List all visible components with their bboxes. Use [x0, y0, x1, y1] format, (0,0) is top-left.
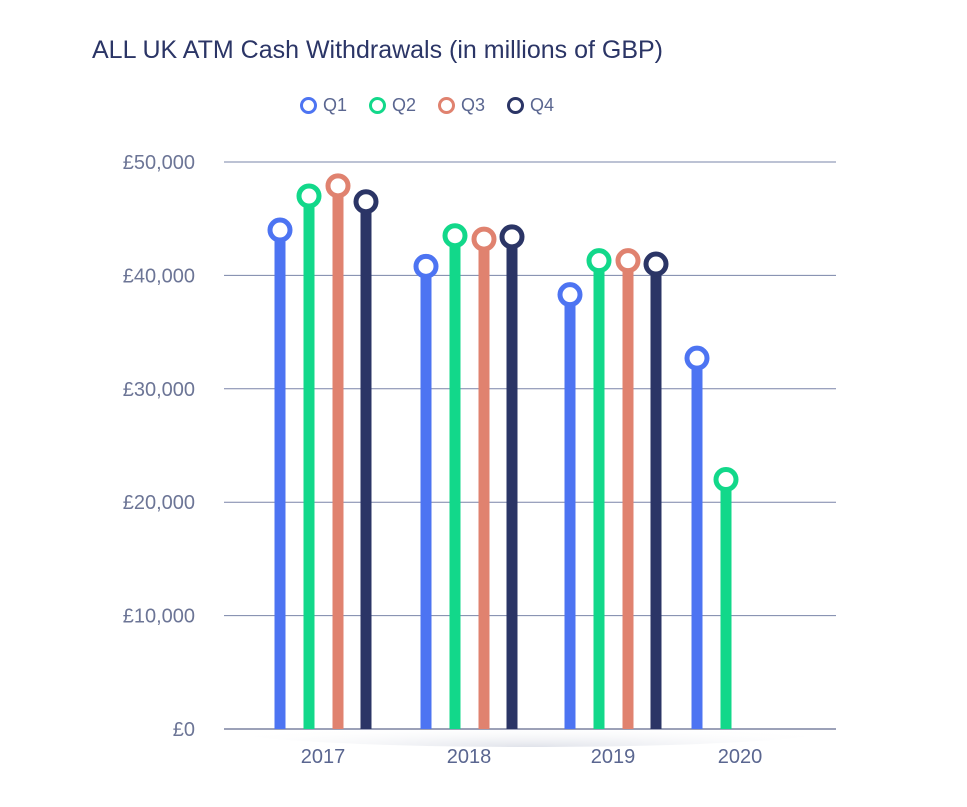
lollipop-stem-q3-2019: [622, 260, 634, 729]
x-tick-label: 2017: [301, 746, 346, 768]
lollipop-dot-q3-2019: [615, 248, 641, 274]
legend-swatch-q4: [507, 96, 525, 114]
lollipop-dot-q1-2018: [413, 253, 439, 279]
legend-swatch-q1: [300, 96, 317, 114]
lollipop-dot-q4-2019: [643, 251, 669, 277]
chart-title: ALL UK ATM Cash Withdrawals (in millions…: [92, 36, 663, 64]
lollipop-stem-q1-2019: [564, 294, 576, 729]
legend-item-q4[interactable]: Q4: [507, 95, 554, 116]
x-tick-label: 2019: [591, 746, 636, 768]
lollipop-stem-q2-2020: [720, 479, 732, 729]
lollipop-dot-q1-2019: [557, 282, 583, 308]
y-tick-label: £0: [173, 719, 195, 741]
legend-swatch-q2: [369, 96, 387, 114]
legend-swatch-q3: [438, 96, 456, 114]
lollipop-dot-q3-2017: [325, 173, 351, 199]
y-tick-label: £30,000: [123, 379, 195, 401]
legend-item-q1[interactable]: Q1: [300, 95, 347, 116]
y-tick-label: £50,000: [123, 152, 195, 174]
legend-label-q1: Q1: [323, 94, 348, 115]
lollipop-dot-q2-2019: [586, 248, 612, 274]
lollipop-dot-q1-2020: [684, 345, 710, 371]
x-tick-label: 2018: [447, 746, 492, 768]
lollipop-dot-q4-2017: [353, 189, 379, 215]
legend-item-q2[interactable]: Q2: [369, 95, 416, 116]
lollipop-dot-q1-2017: [267, 217, 293, 243]
lollipop-stem-q4-2019: [650, 264, 662, 729]
lollipop-stem-q2-2019: [593, 260, 605, 729]
y-tick-label: £20,000: [123, 492, 195, 514]
lollipop-stem-q2-2018: [449, 235, 461, 729]
y-tick-label: £40,000: [123, 265, 195, 287]
lollipop-dot-q2-2020: [713, 467, 739, 493]
lollipop-stem-q1-2017: [274, 230, 286, 730]
x-tick-label: 2020: [718, 746, 763, 768]
legend: Q1 Q2 Q3 Q4: [300, 92, 554, 118]
lollipop-dot-q2-2018: [442, 223, 468, 249]
legend-label-q2: Q2: [392, 94, 417, 115]
lollipop-stem-q2-2017: [303, 196, 315, 729]
lollipop-dot-q2-2017: [296, 183, 322, 209]
lollipop-stem-q1-2020: [691, 358, 703, 729]
lollipop-stem-q1-2018: [420, 266, 432, 729]
legend-label-q3: Q3: [461, 94, 486, 115]
lollipop-stem-q4-2017: [360, 201, 372, 729]
legend-item-q3[interactable]: Q3: [438, 95, 485, 116]
lollipop-stem-q3-2017: [332, 185, 344, 730]
lollipop-dot-q3-2018: [471, 226, 497, 252]
lollipop-dot-q4-2018: [499, 224, 525, 250]
lollipop-stem-q4-2018: [506, 236, 518, 729]
y-tick-label: £10,000: [123, 606, 195, 628]
lollipop-stem-q3-2018: [478, 239, 490, 729]
legend-label-q4: Q4: [530, 94, 555, 115]
